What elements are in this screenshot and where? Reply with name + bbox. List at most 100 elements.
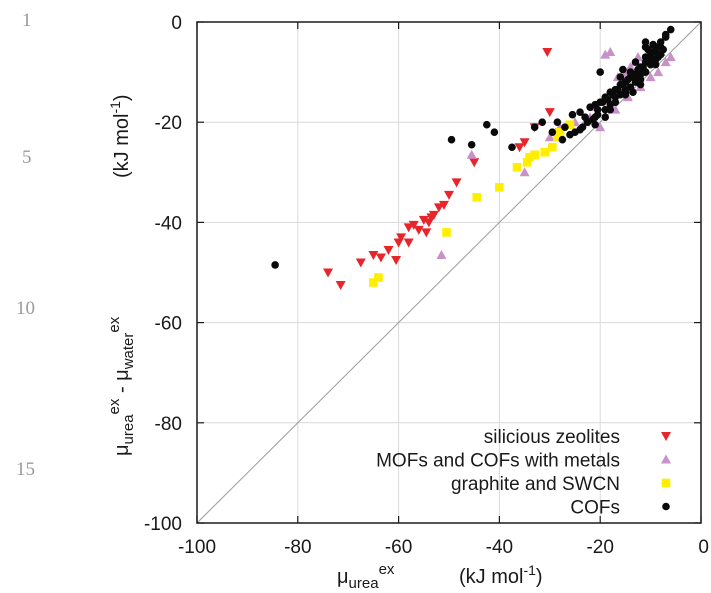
data-point: [561, 123, 569, 132]
data-point: [466, 149, 477, 159]
y-label-sub1: urea: [120, 414, 137, 445]
plot-frame: [196, 21, 702, 524]
y-label-mu1: μ: [111, 444, 133, 456]
data-point: [553, 118, 562, 126]
y-axis-label: μureaex - μwaterex (kJ mol-1): [106, 94, 137, 456]
data-point: [408, 220, 419, 230]
legend-marker: [661, 478, 671, 488]
data-point: [649, 40, 657, 49]
y-label-minus: - μ: [111, 369, 133, 398]
data-point: [383, 245, 394, 255]
data-point: [591, 120, 599, 129]
x-tick-label: -60: [385, 537, 412, 558]
data-point: [619, 65, 627, 74]
data-point: [508, 143, 516, 152]
data-point: [600, 49, 611, 59]
y-axis-ticks: -100 -80 -60 -40 -20 0: [144, 13, 701, 535]
data-point: [355, 258, 366, 268]
y-label-unit-sup: -1: [107, 101, 123, 114]
x-label-mu: μ: [337, 566, 349, 588]
data-point: [595, 122, 606, 132]
data-point: [654, 53, 662, 61]
data-point: [447, 135, 456, 144]
y-label-unit: (kJ mol: [111, 114, 133, 178]
data-point: [553, 132, 562, 142]
x-tick-label: -20: [586, 537, 613, 558]
data-point: [396, 233, 407, 243]
data-point: [530, 123, 539, 132]
data-point: [565, 120, 575, 130]
data-point: [335, 281, 346, 291]
y-tick-label: -20: [155, 113, 182, 134]
x-axis-label: μureaex (kJ mol-1): [337, 561, 543, 592]
data-point: [578, 123, 587, 132]
data-point: [495, 183, 504, 192]
data-point: [538, 118, 547, 126]
y-tick-label: -60: [155, 314, 182, 335]
data-point: [433, 203, 444, 213]
data-point: [621, 90, 630, 99]
legend: silicious zeolites MOFs and COFs with met…: [376, 427, 671, 519]
data-point: [271, 261, 279, 269]
legend-label: COFs: [570, 498, 620, 519]
x-label-sub: urea: [349, 575, 380, 592]
line-number: 1: [22, 10, 32, 31]
data-point: [451, 178, 462, 188]
x-label-unit: (kJ mol: [459, 566, 523, 588]
data-point: [426, 213, 437, 223]
data-point: [606, 105, 615, 114]
y-tick-label: -40: [155, 213, 182, 234]
x-label-sup: ex: [379, 561, 395, 578]
x-tick-label: -100: [178, 537, 216, 558]
x-tick-label: 0: [698, 537, 709, 558]
data-point: [653, 67, 664, 77]
data-point: [519, 167, 530, 177]
y-tick-label: -100: [144, 514, 182, 535]
data-point: [483, 120, 491, 129]
y-tick-label: -80: [155, 414, 182, 435]
data-point: [421, 228, 432, 238]
data-point: [548, 142, 557, 152]
data-point: [519, 138, 530, 148]
data-point: [558, 135, 567, 144]
data-point: [522, 157, 532, 167]
data-point: [368, 250, 379, 260]
y-label-sup2: ex: [106, 316, 123, 332]
data-point: [656, 38, 665, 46]
x-label-unit-end: ): [536, 566, 543, 588]
data-point: [666, 25, 675, 34]
data-point: [665, 52, 676, 62]
data-point: [467, 140, 476, 149]
y-tick-label: 0: [171, 13, 182, 34]
data-point: [514, 143, 525, 153]
data-point: [591, 113, 599, 121]
data-point: [631, 58, 640, 66]
line-number: 5: [22, 147, 32, 168]
data-point: [548, 128, 557, 137]
x-tick-label: -40: [486, 537, 513, 558]
data-point: [542, 48, 553, 58]
data-point: [413, 225, 424, 235]
legend-marker: [661, 432, 671, 441]
legend-marker: [662, 502, 670, 511]
data-point: [596, 68, 604, 76]
data-point: [403, 238, 414, 248]
svg-text:μureaex - μwaterex: μureaex - μwaterex: [106, 316, 137, 456]
data-point: [444, 190, 454, 200]
legend-label: silicious zeolites: [484, 427, 620, 448]
data-point: [323, 268, 334, 278]
data-points: [271, 25, 676, 291]
data-point: [540, 147, 550, 157]
data-point: [544, 108, 555, 118]
data-point: [605, 47, 616, 57]
x-axis-ticks: -100 -80 -60 -40 -20 0: [178, 22, 709, 558]
data-point: [601, 113, 610, 121]
data-point: [645, 72, 656, 82]
data-point: [625, 62, 636, 72]
data-point: [629, 88, 637, 96]
data-point: [418, 215, 429, 225]
data-point: [469, 158, 480, 168]
data-point: [374, 273, 383, 282]
data-point: [442, 228, 451, 237]
